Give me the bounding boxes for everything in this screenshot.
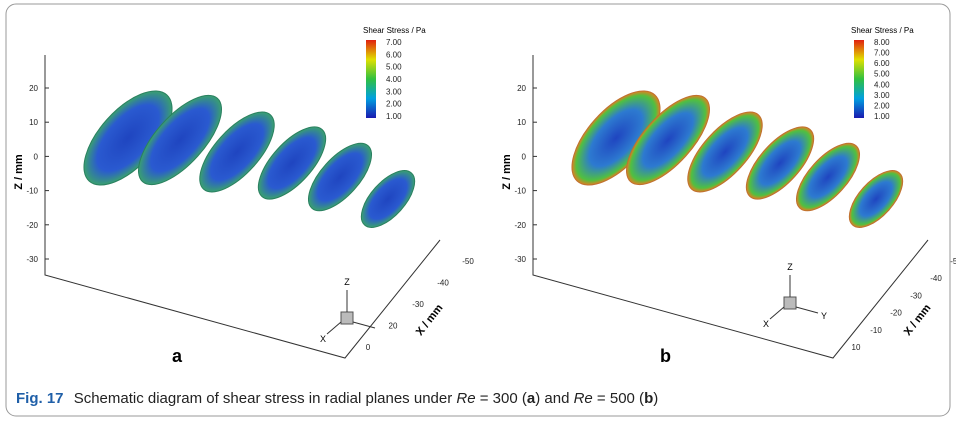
caption-text: a — [527, 390, 536, 407]
stress-plane — [257, 126, 327, 200]
frame — [5, 3, 951, 417]
stress-plane — [626, 94, 710, 186]
z-axis-title: Z / mm — [13, 154, 25, 190]
stress-plane — [199, 111, 275, 193]
stress-plane — [308, 142, 372, 212]
colorbar-tick-label: 5.00 — [386, 63, 402, 72]
caption-text: ) and — [535, 390, 573, 407]
colorbar-title: Shear Stress / Pa — [851, 26, 914, 35]
colorbar-tick-label: 1.00 — [386, 112, 402, 121]
x-tick-label: -30 — [412, 300, 424, 309]
stress-plane — [687, 111, 763, 193]
z-tick-label: 10 — [29, 118, 38, 127]
panels: 20 10 0 -10 -20 -30 Z / mm -50 -40 -30 20 0 X / mm Sh… — [13, 26, 956, 366]
z-tick-label: 0 — [34, 152, 39, 161]
triad-label: X — [320, 334, 326, 344]
caption-text: Schematic diagram of shear stress in rad… — [74, 390, 457, 407]
caption: Fig. 17 Schematic diagram of shear stres… — [16, 390, 658, 407]
z-tick-label: -10 — [514, 187, 526, 196]
caption-text: Re — [456, 390, 475, 407]
stress-plane — [360, 170, 416, 228]
x-tick-label: -50 — [950, 257, 956, 266]
x-tick-label: -40 — [930, 274, 942, 283]
z-tick-label: -30 — [514, 255, 526, 264]
x-tick-label: 20 — [389, 322, 398, 331]
z-tick-label: 20 — [29, 84, 38, 93]
z-tick-label: 0 — [522, 152, 527, 161]
x-tick-label: 0 — [366, 343, 371, 352]
z-tick-label: -20 — [26, 221, 38, 230]
caption-text: = 500 ( — [593, 390, 644, 407]
x-tick-label: -30 — [910, 291, 922, 300]
colorbar — [854, 40, 864, 118]
z-tick-label: -10 — [26, 187, 38, 196]
colorbar-tick-label: 2.00 — [874, 101, 890, 110]
colorbar-tick-label: 7.00 — [874, 49, 890, 58]
colorbar-tick-label: 6.00 — [386, 50, 402, 59]
panel-label: a — [172, 346, 183, 366]
colorbar-tick-label: 4.00 — [386, 75, 402, 84]
colorbar — [366, 40, 376, 118]
triad-axis — [795, 306, 819, 314]
z-axis-title: Z / mm — [501, 154, 513, 190]
triad-axis — [326, 321, 342, 335]
caption-label: Fig. 17 — [16, 390, 64, 407]
z-tick-label: -20 — [514, 221, 526, 230]
panel-label: b — [660, 346, 671, 366]
triad-label: Z — [787, 262, 793, 272]
triad-label: Z — [344, 277, 350, 287]
axis-line — [532, 55, 929, 359]
triad-label: X — [763, 319, 769, 329]
caption-text: = 300 ( — [476, 390, 527, 407]
colorbar-tick-label: 7.00 — [386, 38, 402, 47]
triad-label: Y — [821, 311, 827, 321]
x-tick-label: 10 — [852, 343, 861, 352]
stress-plane — [745, 126, 815, 200]
axis-line — [44, 55, 441, 359]
colorbar-tick-label: 4.00 — [874, 80, 890, 89]
stress-plane — [138, 94, 222, 186]
colorbar-tick-label: 3.00 — [874, 91, 890, 100]
caption-text: b — [644, 390, 653, 407]
x-tick-label: -10 — [870, 326, 882, 335]
stress-plane — [848, 170, 904, 228]
x-axis-title: X / mm — [902, 302, 934, 338]
colorbar-tick-label: 6.00 — [874, 59, 890, 68]
z-tick-label: -30 — [26, 255, 38, 264]
colorbar-title: Shear Stress / Pa — [363, 26, 426, 35]
caption-text: Re — [574, 390, 593, 407]
colorbar-tick-label: 3.00 — [386, 87, 402, 96]
caption-text: ) — [653, 390, 658, 407]
colorbar-tick-label: 5.00 — [874, 70, 890, 79]
colorbar-tick-label: 2.00 — [386, 100, 402, 109]
colorbar-tick-label: 1.00 — [874, 112, 890, 121]
triad-cube — [340, 311, 354, 325]
z-tick-label: 20 — [517, 84, 526, 93]
x-tick-label: -40 — [437, 279, 449, 288]
triad-cube — [783, 296, 797, 310]
triad-axis — [769, 306, 785, 320]
panel: 20 10 0 -10 -20 -30 Z / mm -50 -40 -30 -20 -10 10 X /… — [501, 26, 956, 366]
triad-axis — [352, 321, 376, 329]
z-tick-label: 10 — [517, 118, 526, 127]
stress-plane — [796, 142, 860, 212]
x-tick-label: -20 — [890, 309, 902, 318]
x-tick-label: -50 — [462, 257, 474, 266]
colorbar-tick-label: 8.00 — [874, 38, 890, 47]
